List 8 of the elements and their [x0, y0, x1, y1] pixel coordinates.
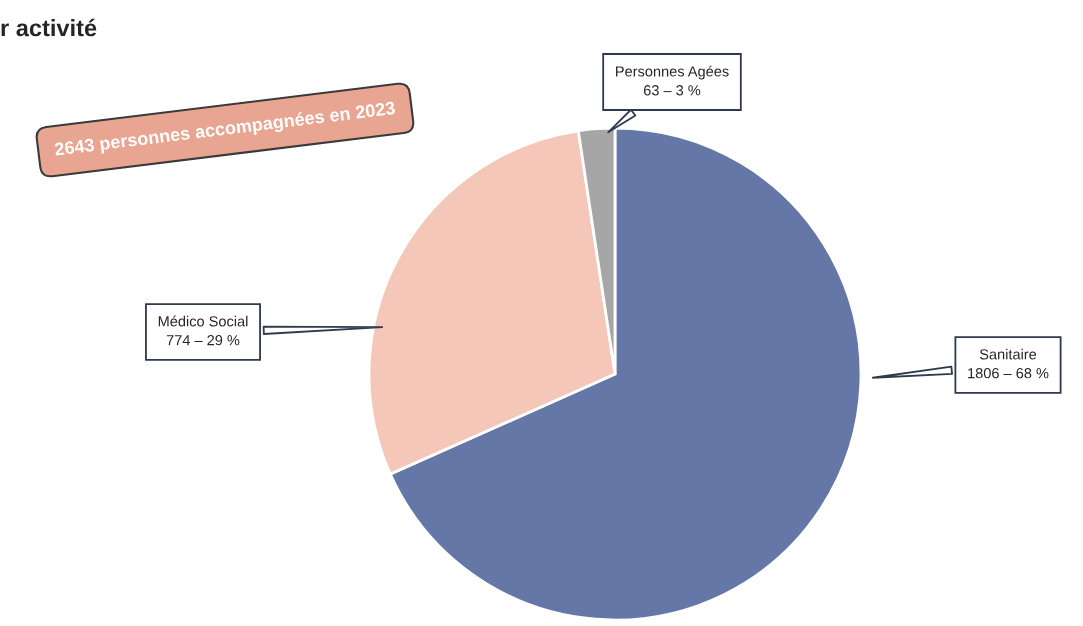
data-label: 774 – 29 %	[166, 335, 240, 346]
chart-title: r activité	[1, 18, 97, 37]
data-label: 63 – 3 %	[643, 85, 701, 96]
text: 2643 personnes accompagnées en 2023	[54, 100, 396, 160]
slice-label: Personnes Agées	[616, 65, 729, 80]
slice-label: Médico Social	[158, 315, 248, 327]
data-label: 1806 – 68 %	[968, 368, 1049, 379]
slice-label: Sanitaire	[979, 348, 1037, 360]
